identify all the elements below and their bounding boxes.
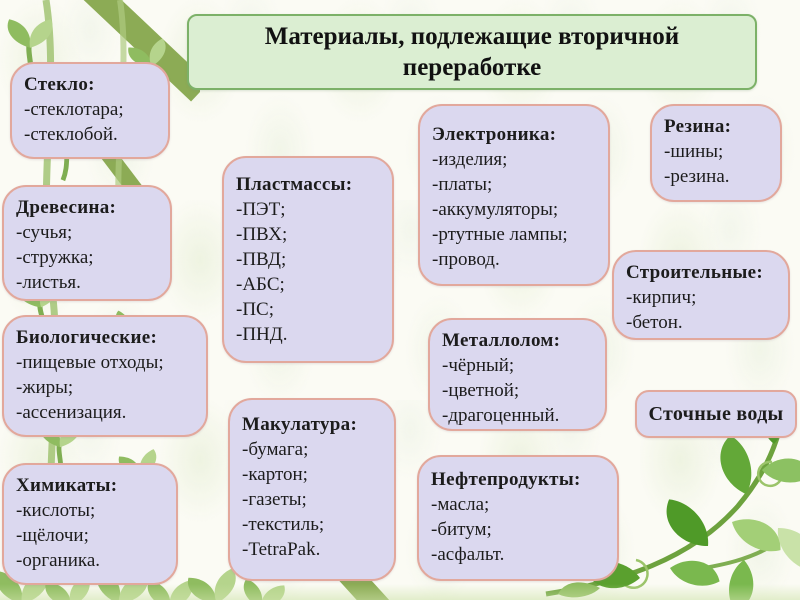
category-title: Резина: <box>664 116 732 137</box>
category-box-construction: Строительные: -кирпич; -бетон. <box>612 250 790 340</box>
list-item: -провод. <box>432 249 500 270</box>
category-box-scrap-metal: Металлолом: -чёрный; -цветной; -драгоценны… <box>428 318 607 431</box>
slide-title-box: Материалы, подлежащие вторичной перерабо… <box>187 14 757 90</box>
category-box-plastics: Пластмассы: -ПЭТ; -ПВХ; -ПВД; -АБС; -ПС; -ПНД… <box>222 156 394 363</box>
category-title: Металлолом: <box>442 330 561 351</box>
category-box-wood: Древесина: -сучья; -стружка; -листья. <box>2 185 172 301</box>
category-title: Стекло: <box>24 74 95 95</box>
list-item: -листья. <box>16 272 81 293</box>
category-box-chemicals: Химикаты: -кислоты; -щёлочи; -органика. <box>2 463 178 585</box>
list-item: -изделия; <box>432 149 508 170</box>
list-item: -цветной; <box>442 380 520 401</box>
list-item: -ртутные лампы; <box>432 224 568 245</box>
category-items: -сучья; -стружка; -листья. <box>16 220 160 295</box>
category-title: Древесина: <box>16 197 117 218</box>
list-item: -АБС; <box>236 274 285 295</box>
category-items: -кислоты; -щёлочи; -органика. <box>16 498 166 573</box>
slide-title: Материалы, подлежащие вторичной перерабо… <box>264 22 680 81</box>
list-item: -картон; <box>242 464 308 485</box>
list-item: -кирпич; <box>626 287 697 308</box>
category-items: -пищевые отходы; -жиры; -ассенизация. <box>16 350 196 425</box>
list-item: -ПВД; <box>236 249 287 270</box>
list-item: -ПС; <box>236 299 274 320</box>
category-box-oil-products: Нефтепродукты: -масла; -битум; -асфальт. <box>417 455 619 581</box>
list-item: -газеты; <box>242 489 307 510</box>
list-item: -сучья; <box>16 222 73 243</box>
list-item: -ПВХ; <box>236 224 288 245</box>
category-title: Пластмассы: <box>236 174 353 195</box>
category-title: Электроника: <box>432 124 557 145</box>
category-items: -чёрный; -цветной; -драгоценный. <box>442 353 595 428</box>
list-item: -платы; <box>432 174 493 195</box>
category-title: Сточные воды <box>648 402 784 425</box>
list-item: -ПЭТ; <box>236 199 286 220</box>
list-item: -аккумуляторы; <box>432 199 559 220</box>
list-item: -TetraPak. <box>242 539 321 560</box>
category-box-rubber: Резина: -шины; -резина. <box>650 104 782 202</box>
category-box-wastewater: Сточные воды <box>635 390 797 438</box>
list-item: -текстиль; <box>242 514 325 535</box>
category-box-glass: Стекло: -стеклотара; -стеклобой. <box>10 62 170 159</box>
list-item: -ассенизация. <box>16 402 127 423</box>
category-items: -бумага; -картон; -газеты; -текстиль; -Tetra… <box>242 437 384 562</box>
list-item: -шины; <box>664 141 724 162</box>
list-item: -асфальт. <box>431 544 505 565</box>
category-title: Строительные: <box>626 262 763 283</box>
category-box-biological: Биологические: -пищевые отходы; -жиры; -ас… <box>2 315 208 437</box>
list-item: -чёрный; <box>442 355 515 376</box>
bottom-green-tint <box>0 584 800 600</box>
category-items: -ПЭТ; -ПВХ; -ПВД; -АБС; -ПС; -ПНД. <box>236 197 382 347</box>
category-items: -кирпич; -бетон. <box>626 285 778 335</box>
list-item: -бумага; <box>242 439 309 460</box>
list-item: -стеклотара; <box>24 99 124 120</box>
list-item: -резина. <box>664 166 730 187</box>
list-item: -органика. <box>16 550 101 571</box>
list-item: -масла; <box>431 494 490 515</box>
list-item: -ПНД. <box>236 324 288 345</box>
list-item: -пищевые отходы; <box>16 352 164 373</box>
category-box-electronics: Электроника: -изделия; -платы; -аккумулято… <box>418 104 610 286</box>
list-item: -щёлочи; <box>16 525 89 546</box>
list-item: -бетон. <box>626 312 683 333</box>
category-items: -масла; -битум; -асфальт. <box>431 492 607 567</box>
category-box-paper: Макулатура: -бумага; -картон; -газеты; -тек… <box>228 398 396 581</box>
list-item: -битум; <box>431 519 492 540</box>
category-title: Химикаты: <box>16 475 118 496</box>
category-title: Биологические: <box>16 327 158 348</box>
category-items: -стеклотара; -стеклобой. <box>24 97 158 147</box>
list-item: -жиры; <box>16 377 74 398</box>
list-item: -стружка; <box>16 247 94 268</box>
category-title: Нефтепродукты: <box>431 469 581 490</box>
category-items: -шины; -резина. <box>664 139 770 189</box>
list-item: -стеклобой. <box>24 124 118 145</box>
category-items: -изделия; -платы; -аккумуляторы; -ртутные л… <box>432 147 598 272</box>
category-title: Макулатура: <box>242 414 358 435</box>
list-item: -кислоты; <box>16 500 96 521</box>
list-item: -драгоценный. <box>442 405 560 426</box>
